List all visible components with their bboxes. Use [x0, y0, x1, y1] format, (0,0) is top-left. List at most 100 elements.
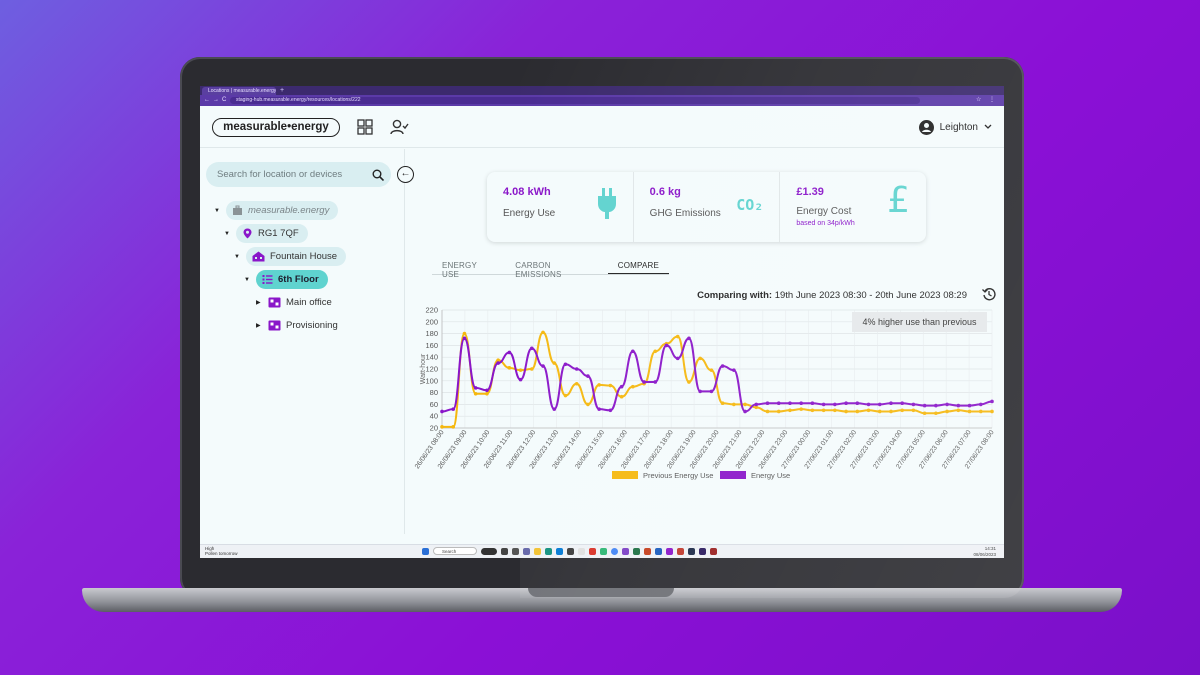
- url-input[interactable]: staging-hub.measurable.energy/resources/…: [230, 97, 920, 104]
- data-point: [642, 380, 646, 384]
- data-point: [518, 377, 523, 382]
- excel-icon[interactable]: [633, 547, 640, 555]
- app-icon[interactable]: [666, 547, 673, 555]
- new-tab-button[interactable]: +: [280, 87, 285, 94]
- data-point: [776, 401, 781, 406]
- caret-open-icon[interactable]: ▼: [224, 230, 230, 237]
- tree-label: measurable.energy: [248, 205, 330, 216]
- data-point: [821, 402, 826, 407]
- app-icon[interactable]: [699, 547, 706, 555]
- app-icon[interactable]: [710, 547, 717, 555]
- kpi-value: 0.6 kg: [649, 186, 681, 198]
- data-point: [709, 389, 714, 394]
- data-point: [574, 367, 579, 371]
- data-point: [945, 402, 949, 407]
- weather-temp: High: [205, 546, 215, 551]
- caret-open-icon[interactable]: ▼: [244, 276, 250, 283]
- tree-item-org[interactable]: ▼ measurable.energy: [214, 201, 339, 220]
- chrome-icon[interactable]: [611, 547, 618, 555]
- data-point: [563, 393, 568, 398]
- browser-tab-bar: Locations | measurable.energy +: [200, 86, 1004, 95]
- data-point: [945, 409, 949, 414]
- laptop-notch: [528, 588, 674, 597]
- edge-icon[interactable]: [545, 547, 552, 555]
- data-point: [810, 408, 815, 413]
- kpi-summary-card: 4.08 kWh Energy Use 0.6 kg GHG Emissions…: [487, 172, 926, 242]
- data-point: [698, 356, 702, 361]
- data-point: [631, 349, 635, 354]
- data-point: [788, 401, 792, 406]
- word-icon[interactable]: [655, 547, 662, 555]
- data-point: [911, 408, 916, 413]
- data-point: [821, 408, 826, 413]
- legend-swatch: [612, 471, 638, 479]
- tree-item-building[interactable]: ▼ Fountain House: [234, 247, 347, 266]
- kpi-note: based on 34p/kWh: [796, 220, 855, 227]
- teams-icon[interactable]: [523, 547, 530, 555]
- data-point: [552, 361, 557, 365]
- tab-compare[interactable]: COMPARE: [607, 258, 669, 274]
- taskview-icon[interactable]: [501, 547, 508, 555]
- account-menu[interactable]: Leighton: [918, 119, 992, 135]
- tree-pill: measurable.energy: [226, 201, 339, 220]
- history-icon[interactable]: [982, 287, 996, 301]
- tab-carbon-emissions[interactable]: CARBON EMISSIONS: [515, 261, 562, 279]
- data-point: [507, 366, 512, 370]
- tree-label: Main office: [286, 297, 332, 308]
- browser-menu-icons[interactable]: ☆ ⋮: [975, 97, 998, 103]
- data-point: [900, 401, 905, 406]
- app-icon[interactable]: [677, 547, 684, 555]
- data-point: [440, 425, 444, 429]
- data-point: [967, 409, 972, 414]
- browser-tab[interactable]: Locations | measurable.energy: [202, 87, 276, 95]
- chat-icon[interactable]: [512, 547, 519, 555]
- tree-item-provisioning[interactable]: ▶ Provisioning: [256, 320, 338, 331]
- tree-item-postcode[interactable]: ▼ RG1 7QF: [224, 224, 308, 243]
- tree-item-main-office[interactable]: ▶ Main office: [256, 297, 332, 308]
- outlook-icon[interactable]: [556, 547, 563, 555]
- weather-widget[interactable]: High Pollen tomorrow: [205, 546, 238, 556]
- app-icon[interactable]: [688, 547, 695, 555]
- taskbar-clock[interactable]: 14:31 08/06/2023: [973, 546, 996, 557]
- taskbar-search[interactable]: Search: [433, 547, 477, 555]
- data-point: [844, 409, 848, 414]
- widget-icon[interactable]: [481, 547, 497, 555]
- data-point: [597, 407, 601, 411]
- data-point: [934, 403, 938, 408]
- data-point: [440, 409, 444, 414]
- tree-label: Fountain House: [270, 251, 338, 262]
- app-icon[interactable]: [578, 547, 585, 555]
- explorer-icon[interactable]: [534, 547, 541, 555]
- data-point: [552, 407, 557, 411]
- data-point: [608, 383, 613, 388]
- y-tick-label: 180: [425, 329, 438, 338]
- caret-open-icon[interactable]: ▼: [234, 253, 240, 260]
- data-point: [877, 409, 882, 414]
- caret-closed-icon[interactable]: ▶: [256, 323, 261, 329]
- data-point: [743, 409, 747, 414]
- caret-closed-icon[interactable]: ▶: [256, 300, 261, 306]
- spotify-icon[interactable]: [600, 547, 607, 555]
- kpi-emissions: 0.6 kg GHG Emissions CO₂: [634, 172, 781, 242]
- data-point: [956, 403, 961, 408]
- collapse-sidebar-button[interactable]: ←: [397, 166, 414, 183]
- tab-energy-use[interactable]: ENERGY USE: [442, 261, 477, 279]
- dashboard-grid-icon[interactable]: [357, 119, 373, 135]
- location-search-input[interactable]: Search for location or devices: [206, 162, 391, 187]
- y-tick-label: 220: [425, 306, 438, 315]
- browser-nav-icons[interactable]: ←→C: [204, 97, 230, 103]
- brand-logo[interactable]: measurable•energy: [212, 118, 340, 137]
- store-icon[interactable]: [567, 547, 574, 555]
- data-point: [754, 402, 759, 407]
- search-icon[interactable]: [372, 169, 384, 181]
- start-icon[interactable]: [422, 547, 429, 555]
- tree-item-floor[interactable]: ▼ 6th Floor: [244, 270, 328, 289]
- caret-open-icon[interactable]: ▼: [214, 207, 220, 214]
- app-icon[interactable]: [622, 547, 629, 555]
- powerpoint-icon[interactable]: [644, 547, 651, 555]
- acrobat-icon[interactable]: [589, 547, 596, 555]
- y-tick-label: 60: [430, 400, 438, 409]
- users-manage-icon[interactable]: [390, 119, 409, 135]
- legend-label: Previous Energy Use: [643, 471, 713, 480]
